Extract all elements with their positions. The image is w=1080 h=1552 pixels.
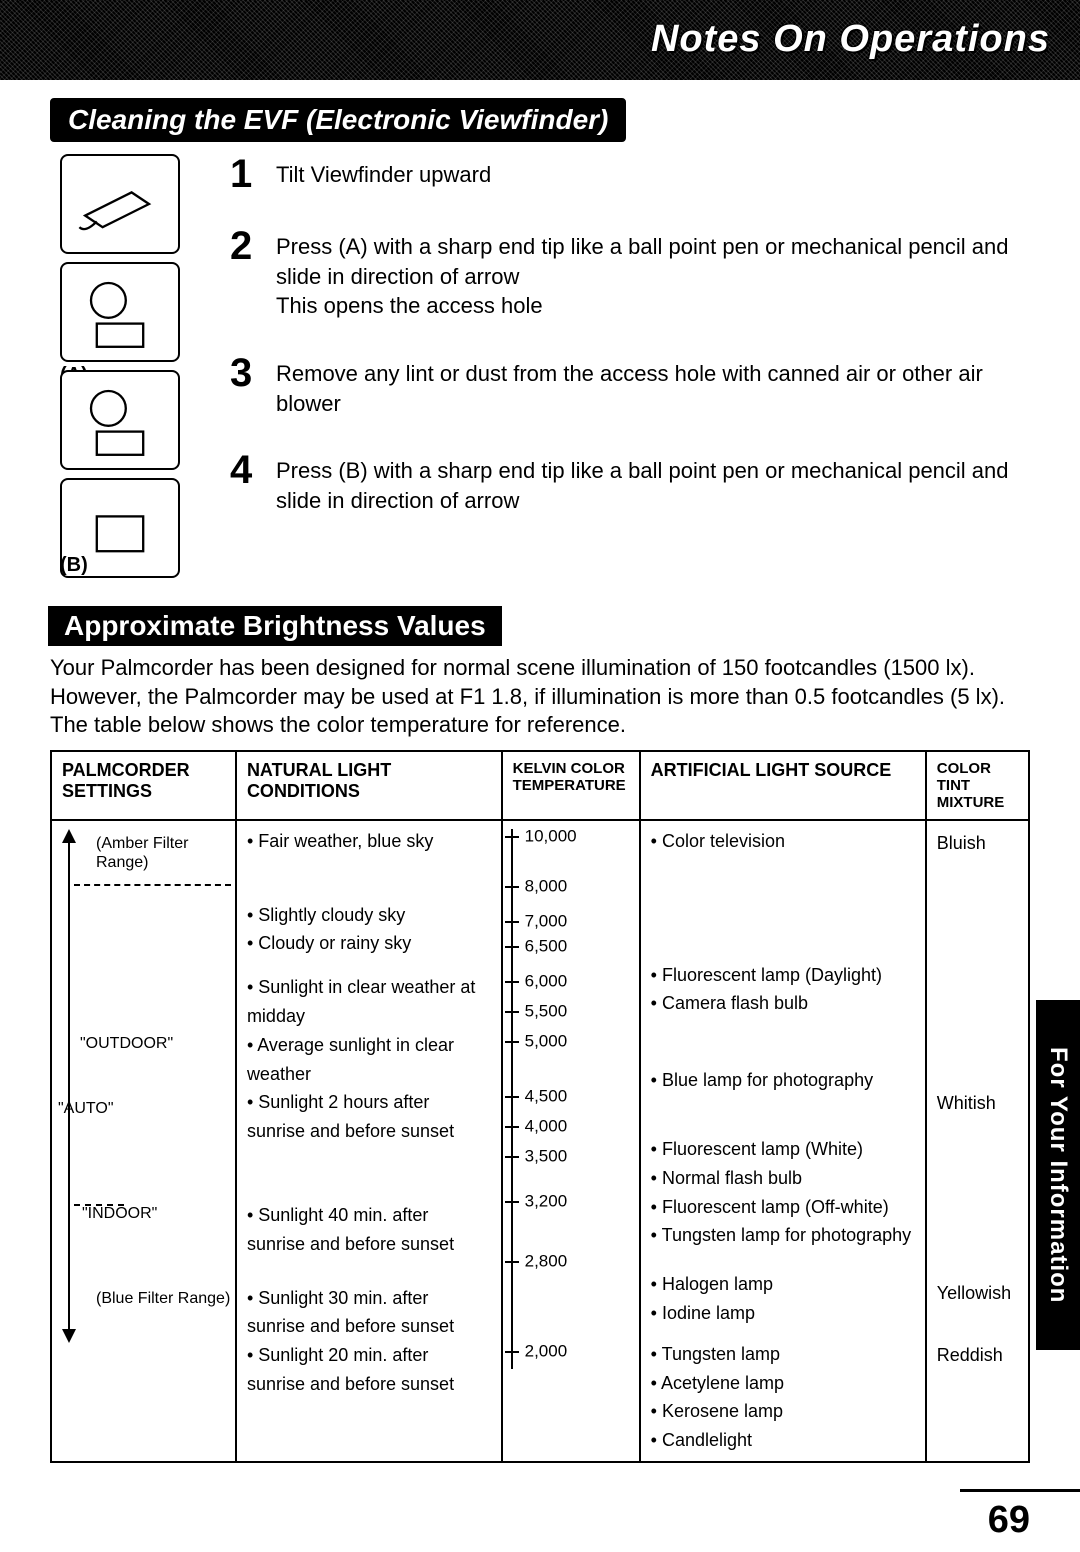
- artificial-item: Normal flash bulb: [651, 1164, 915, 1193]
- setting-indoor: "INDOOR": [82, 1204, 157, 1223]
- kelvin-tick: [505, 1041, 519, 1043]
- kelvin-value: 10,000: [525, 822, 577, 849]
- diagram-step-1: [60, 154, 180, 254]
- artificial-item: Color television: [651, 827, 915, 856]
- kelvin-tick: [505, 886, 519, 888]
- th-settings: PALMCORDER SETTINGS: [52, 752, 236, 820]
- step-4: 4 Press (B) with a sharp end tip like a …: [230, 450, 1040, 515]
- divider: [74, 884, 231, 886]
- step-text: Tilt Viewfinder upward: [276, 154, 491, 194]
- artificial-item: Tungsten lamp for photography: [651, 1221, 915, 1250]
- artificial-item: Fluorescent lamp (Daylight): [651, 961, 915, 990]
- kelvin-value: 4,500: [525, 1082, 568, 1109]
- diagram-step-3: [60, 370, 180, 470]
- setting-outdoor: "OUTDOOR": [80, 1034, 173, 1053]
- page-line: [960, 1489, 1080, 1492]
- brightness-table: PALMCORDER SETTINGS NATURAL LIGHT CONDIT…: [50, 750, 1030, 1463]
- artificial-item: Candlelight: [651, 1426, 915, 1455]
- diagram-step-2: [60, 262, 180, 362]
- kelvin-cell: 10,000 8,000 7,0006,500 6,000 5,500 5,000 4,50…: [502, 820, 640, 1461]
- step-num: 2: [230, 226, 264, 321]
- page-number: 69: [988, 1499, 1030, 1542]
- natural-item: Sunlight in clear weather at midday: [247, 973, 491, 1031]
- diagram-label-b: (B): [60, 554, 88, 577]
- step-text: Press (A) with a sharp end tip like a ba…: [276, 226, 1040, 321]
- kelvin-value: 6,500: [525, 932, 568, 959]
- tint-yellowish: Yellowish: [937, 1279, 1011, 1308]
- kelvin-value: 3,200: [525, 1187, 568, 1214]
- top-banner: Notes On Operations: [0, 0, 1080, 80]
- kelvin-tick: [505, 921, 519, 923]
- setting-amber: (Amber Filter Range): [96, 834, 231, 872]
- section-cleaning-header: Cleaning the EVF (Electronic Viewfinder): [50, 98, 626, 142]
- tint-whitish: Whitish: [937, 1089, 996, 1118]
- step-1: 1 Tilt Viewfinder upward: [230, 154, 1040, 194]
- th-kelvin: KELVIN COLOR TEMPERATURE: [502, 752, 640, 820]
- kelvin-tick: [505, 1201, 519, 1203]
- kelvin-value: 5,000: [525, 1027, 568, 1054]
- kelvin-tick: [505, 1011, 519, 1013]
- kelvin-tick: [505, 1156, 519, 1158]
- artificial-item: Acetylene lamp: [651, 1369, 915, 1398]
- artificial-item: Fluorescent lamp (White): [651, 1135, 915, 1164]
- artificial-item: Camera flash bulb: [651, 989, 915, 1018]
- step-2: 2 Press (A) with a sharp end tip like a …: [230, 226, 1040, 321]
- step-num: 3: [230, 353, 264, 418]
- kelvin-value: 8,000: [525, 872, 568, 899]
- step-3: 3 Remove any lint or dust from the acces…: [230, 353, 1040, 418]
- step-text: Press (B) with a sharp end tip like a ba…: [276, 450, 1040, 515]
- steps-column: 1 Tilt Viewfinder upward 2 Press (A) wit…: [230, 154, 1040, 586]
- kelvin-value: 4,000: [525, 1112, 568, 1139]
- settings-cell: (Amber Filter Range) "OUTDOOR" "AUTO" "I…: [52, 820, 236, 1461]
- kelvin-value: 2,000: [525, 1337, 568, 1364]
- tint-bluish: Bluish: [937, 829, 986, 858]
- kelvin-value: 2,800: [525, 1247, 568, 1274]
- kelvin-value: 7,000: [525, 907, 568, 934]
- kelvin-value: 3,500: [525, 1142, 568, 1169]
- th-natural: NATURAL LIGHT CONDITIONS: [236, 752, 502, 820]
- artificial-item: Tungsten lamp: [651, 1340, 915, 1369]
- kelvin-value: 5,500: [525, 997, 568, 1024]
- natural-item: Sunlight 30 min. after sunrise and befor…: [247, 1284, 491, 1342]
- brightness-intro: Your Palmcorder has been designed for no…: [0, 654, 1080, 740]
- kelvin-tick: [505, 1261, 519, 1263]
- natural-item: Sunlight 40 min. after sunrise and befor…: [247, 1201, 491, 1259]
- natural-item: Average sunlight in clear weather: [247, 1031, 491, 1089]
- setting-blue: (Blue Filter Range): [96, 1289, 230, 1308]
- diagram-column: (A) (B): [60, 154, 210, 586]
- tint-cell: Bluish Whitish Yellowish Reddish: [926, 820, 1028, 1461]
- kelvin-tick: [505, 981, 519, 983]
- kelvin-tick: [505, 1126, 519, 1128]
- setting-auto: "AUTO": [58, 1099, 114, 1118]
- natural-item: Fair weather, blue sky: [247, 827, 491, 856]
- kelvin-tick: [505, 1096, 519, 1098]
- th-tint: COLOR TINT MIXTURE: [926, 752, 1028, 820]
- natural-item: Sunlight 20 min. after sunrise and befor…: [247, 1341, 491, 1399]
- step-text: Remove any lint or dust from the access …: [276, 353, 1040, 418]
- natural-item: Cloudy or rainy sky: [247, 929, 491, 958]
- artificial-item: Kerosene lamp: [651, 1397, 915, 1426]
- artificial-cell: Color television Fluorescent lamp (Daylig…: [640, 820, 926, 1461]
- th-artificial: ARTIFICIAL LIGHT SOURCE: [640, 752, 926, 820]
- kelvin-tick: [505, 836, 519, 838]
- section-brightness-header: Approximate Brightness Values: [48, 606, 502, 646]
- side-tab: For Your Information: [1036, 1000, 1080, 1350]
- cleaning-section: (A) (B) 1 Tilt Viewfinder upward 2 Press…: [0, 154, 1080, 586]
- artificial-item: Halogen lamp: [651, 1270, 915, 1299]
- artificial-item: Iodine lamp: [651, 1299, 915, 1328]
- step-num: 1: [230, 154, 264, 194]
- kelvin-tick: [505, 946, 519, 948]
- tint-reddish: Reddish: [937, 1341, 1003, 1370]
- step-num: 4: [230, 450, 264, 515]
- natural-item: Sunlight 2 hours after sunrise and befor…: [247, 1088, 491, 1146]
- kelvin-value: 6,000: [525, 967, 568, 994]
- artificial-item: Blue lamp for photography: [651, 1066, 915, 1095]
- natural-item: Slightly cloudy sky: [247, 901, 491, 930]
- banner-title: Notes On Operations: [651, 18, 1050, 61]
- kelvin-tick: [505, 1351, 519, 1353]
- natural-cell: Fair weather, blue sky Slightly cloudy sk…: [236, 820, 502, 1461]
- artificial-item: Fluorescent lamp (Off-white): [651, 1193, 915, 1222]
